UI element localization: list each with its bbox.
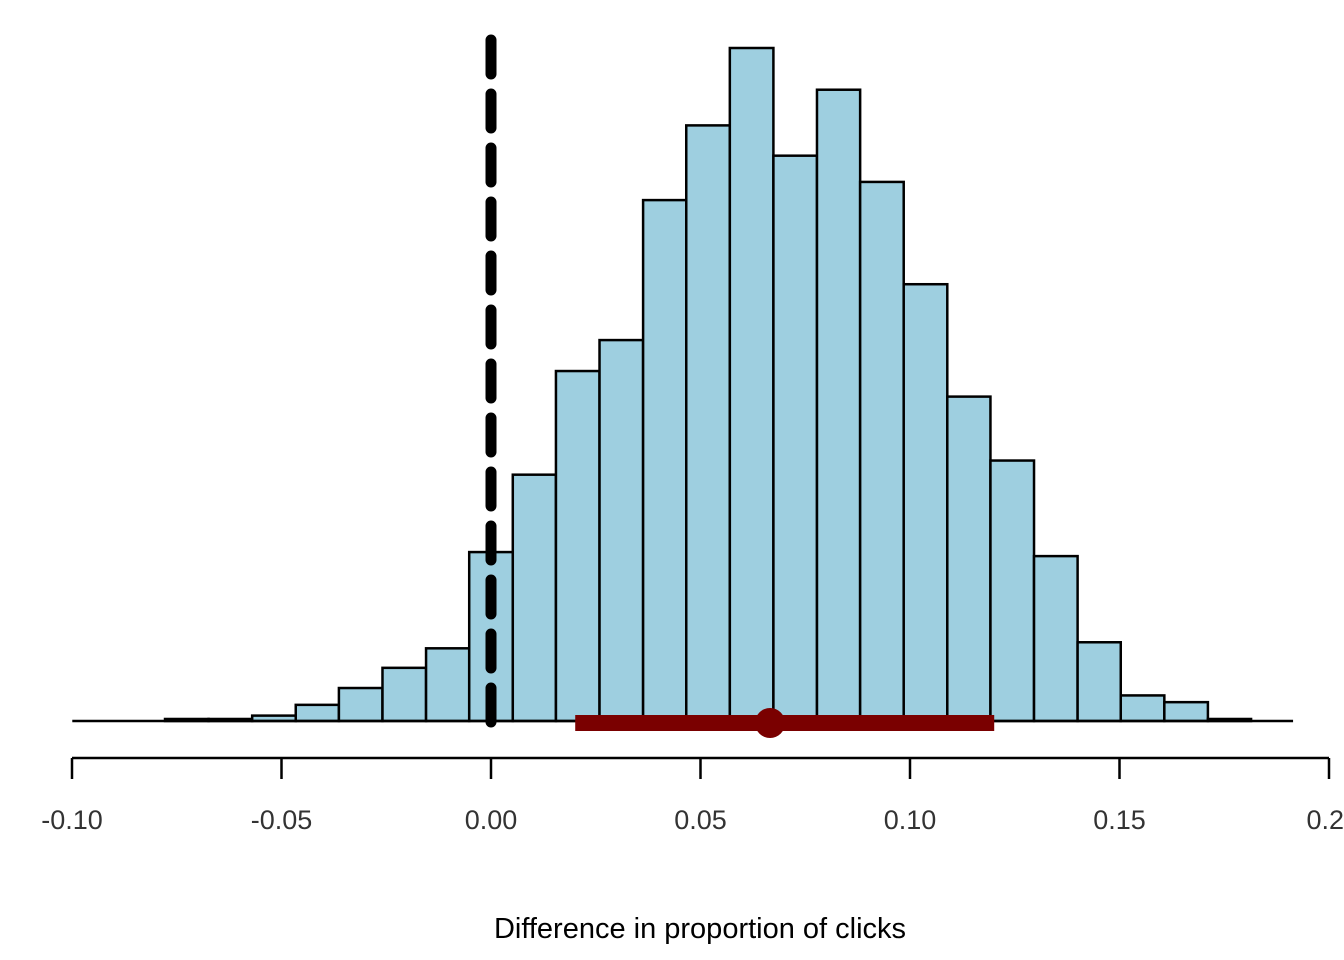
histogram-bar (598, 338, 645, 723)
histogram-bar (294, 703, 341, 723)
histogram-bar (858, 180, 905, 723)
histogram-bar (1076, 641, 1123, 723)
histogram-bar (554, 369, 601, 723)
histogram-bars (163, 46, 1253, 723)
x-ticks: -0.10 -0.05 0.00 0.05 0.10 0.15 0.2 (41, 758, 1344, 835)
histogram-bar (381, 666, 428, 723)
histogram-bar (1163, 700, 1210, 723)
histogram-bar (946, 395, 992, 723)
histogram-bar (815, 88, 862, 723)
histogram-bar (772, 154, 819, 723)
x-tick-label: 0.15 (1093, 805, 1146, 835)
histogram-bar (424, 647, 471, 723)
x-tick-label: 0.05 (674, 805, 727, 835)
histogram-bar (728, 46, 775, 723)
histogram-bar (1032, 554, 1079, 723)
histogram-bar (989, 459, 1036, 723)
histogram-bar (337, 686, 384, 723)
histogram-bar (641, 198, 688, 723)
x-tick-label: -0.05 (251, 805, 313, 835)
histogram-bar (685, 124, 732, 723)
histogram-bar (511, 473, 558, 723)
histogram-bar (1119, 694, 1166, 723)
x-axis-title: Difference in proportion of clicks (494, 913, 906, 945)
x-axis: -0.10 -0.05 0.00 0.05 0.10 0.15 0.2 (41, 756, 1344, 835)
x-tick-label: 0.10 (884, 805, 937, 835)
x-tick-label: 0.00 (465, 805, 518, 835)
x-tick-label: 0.2 (1306, 805, 1344, 835)
histogram-bar (902, 282, 949, 723)
point-estimate (755, 708, 786, 738)
x-tick-label: -0.10 (41, 805, 103, 835)
